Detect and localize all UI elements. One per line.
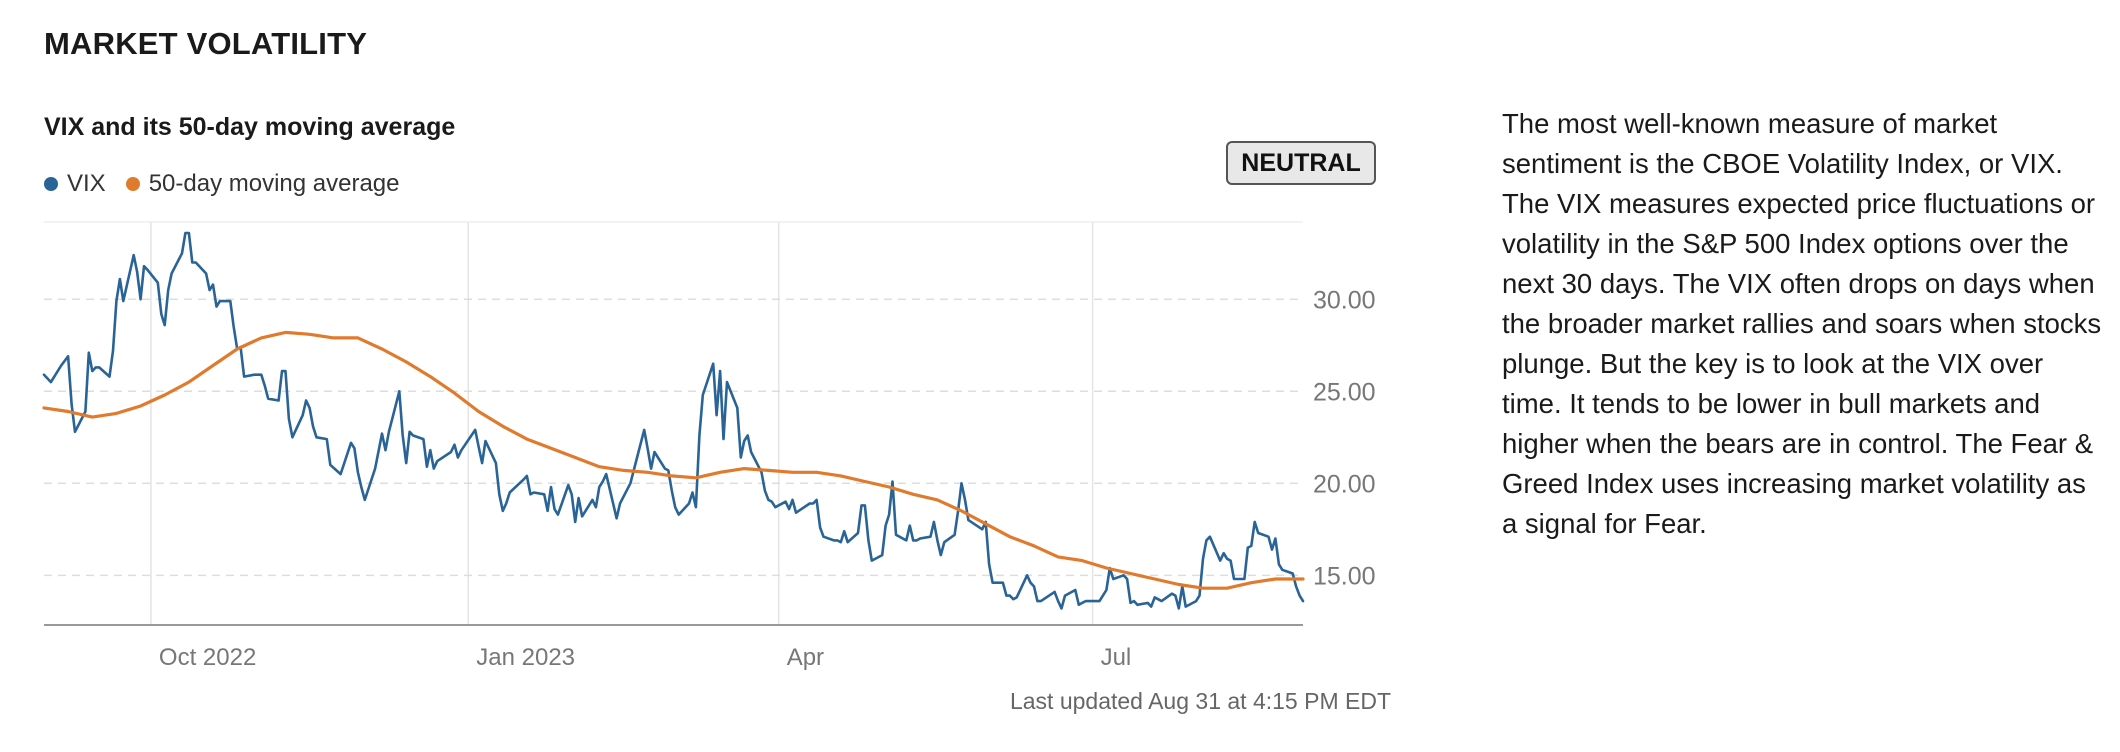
y-tick-label: 20.00 (1313, 470, 1376, 498)
section-title: MARKET VOLATILITY (44, 26, 368, 61)
y-tick-label: 25.00 (1313, 378, 1376, 406)
last-updated: Last updated Aug 31 at 4:15 PM EDT (1009, 688, 1391, 714)
chart-title: VIX and its 50-day moving average (44, 113, 456, 141)
x-tick-label: Oct 2022 (159, 644, 256, 671)
moving-average-line[interactable] (42, 330, 1305, 590)
x-tick-label: Jul (1101, 644, 1132, 671)
legend-dot-moving-average (125, 177, 140, 191)
vix-line[interactable] (42, 231, 1305, 610)
description-text: The most well-known measure of market se… (1502, 108, 2102, 539)
sentiment-badge: NEUTRAL (1226, 141, 1376, 185)
chart-legend: VIX 50-day moving average (44, 170, 420, 198)
legend-label-moving-average: 50-day moving average (148, 170, 400, 197)
legend-item-vix[interactable]: VIX (44, 170, 106, 198)
y-tick-label: 30.00 (1313, 286, 1376, 314)
legend-dot-vix (44, 177, 58, 191)
x-tick-label: Jan 2023 (476, 644, 575, 671)
y-tick-label: 15.00 (1313, 562, 1376, 590)
legend-item-moving-average[interactable]: 50-day moving average (125, 170, 400, 198)
x-tick-label: Apr (787, 644, 824, 671)
legend-label-vix: VIX (67, 170, 106, 197)
